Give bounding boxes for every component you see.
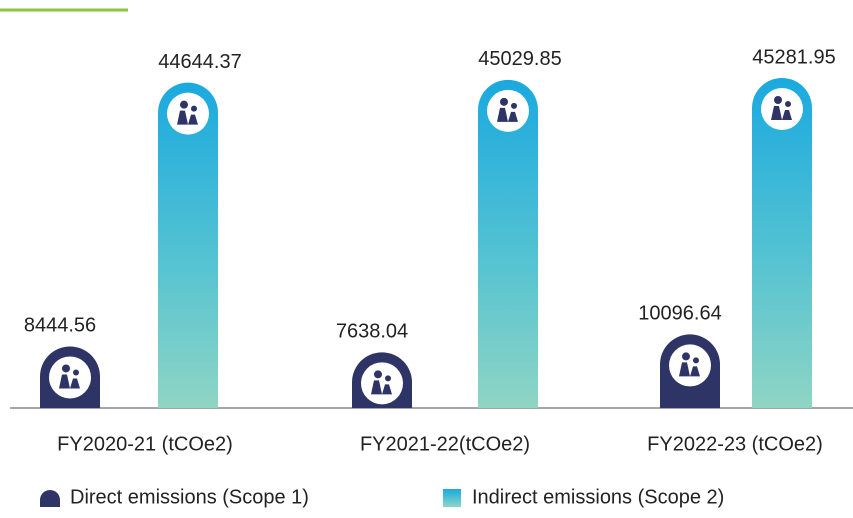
legend-swatch [40, 490, 60, 507]
icon-circle [487, 89, 529, 132]
icon-smoke [180, 100, 188, 109]
factory-icon [167, 92, 209, 135]
bar [478, 79, 538, 409]
factory-icon [761, 88, 803, 130]
legend-label: Indirect emissions (Scope 2) [472, 486, 724, 508]
factory-icon [49, 356, 91, 399]
icon-smoke [374, 370, 382, 379]
value-label: 7638.04 [336, 321, 408, 343]
icon-tower [371, 380, 382, 395]
icon-smoke [73, 369, 79, 376]
x-tick-label: FY2020-21 (tCOe2) [57, 433, 233, 455]
value-label: 10096.64 [638, 303, 721, 325]
icon-tower [782, 110, 792, 120]
icon-circle [669, 344, 711, 387]
x-tick-label: FY2022-23 (tCOe2) [647, 433, 823, 455]
value-label: 8444.56 [24, 315, 96, 337]
icon-tower [70, 378, 80, 389]
icon-tower [690, 366, 700, 377]
legend-label: Direct emissions (Scope 1) [70, 486, 309, 508]
icon-smoke [511, 102, 517, 109]
value-label: 45029.85 [478, 48, 561, 70]
icon-tower [177, 110, 188, 125]
legend-swatch [443, 489, 461, 507]
icon-tower [771, 106, 782, 120]
icon-smoke [774, 96, 782, 104]
icon-tower [508, 111, 518, 122]
icon-circle [761, 88, 803, 130]
icon-smoke [682, 352, 690, 361]
icon-circle [49, 356, 91, 399]
icon-smoke [785, 101, 791, 107]
factory-icon [361, 362, 403, 405]
icon-smoke [191, 105, 197, 112]
factory-icon [669, 344, 711, 387]
icon-tower [188, 114, 198, 125]
icon-tower [679, 362, 690, 377]
bar [158, 82, 218, 408]
icon-smoke [500, 97, 508, 106]
icon-tower [497, 107, 508, 122]
icon-circle [361, 362, 403, 405]
icon-smoke [693, 357, 699, 364]
x-tick-label: FY2021-22(tCOe2) [360, 433, 530, 455]
bar [752, 78, 812, 408]
value-label: 44644.37 [158, 51, 241, 73]
icon-smoke [385, 375, 391, 382]
factory-icon [487, 89, 529, 132]
icon-tower [59, 374, 70, 389]
icon-circle [167, 92, 209, 135]
value-label: 45281.95 [752, 46, 835, 68]
icon-smoke [62, 364, 70, 373]
icon-tower [382, 384, 392, 395]
